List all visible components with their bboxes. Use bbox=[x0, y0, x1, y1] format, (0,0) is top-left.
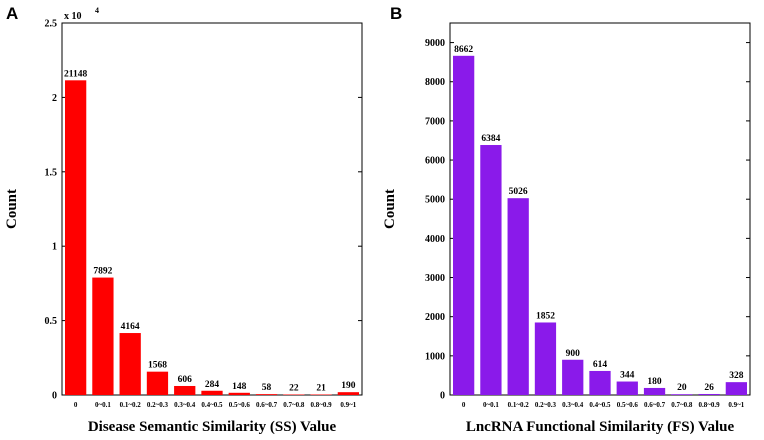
bar bbox=[534, 322, 557, 395]
x-tick-label: 0~0.1 bbox=[483, 401, 499, 409]
data-label: 614 bbox=[593, 360, 608, 370]
y-axis-label: Count bbox=[4, 189, 20, 229]
bar bbox=[671, 394, 693, 395]
x-tick-label: 0.3~0.4 bbox=[174, 401, 196, 409]
bar bbox=[119, 333, 141, 395]
x-tick-label: 0.2~0.3 bbox=[535, 401, 557, 409]
x-tick-label: 0.7~0.8 bbox=[283, 401, 305, 409]
y-tick-label: 4000 bbox=[425, 234, 445, 245]
bar bbox=[255, 394, 278, 395]
x-tick-label: 0.4~0.5 bbox=[589, 401, 611, 409]
data-label: 6384 bbox=[481, 134, 500, 144]
bar-chart-a: 00.511.522.521148078920~0.141640.1~0.215… bbox=[4, 6, 363, 435]
y-tick-label: 2000 bbox=[425, 312, 445, 323]
x-tick-label: 0.8~0.9 bbox=[699, 401, 721, 409]
y-tick-label: 0.5 bbox=[45, 316, 58, 327]
bar bbox=[65, 80, 87, 396]
chart-panel-a: A 0 0.5 1 1.5 2 2.5 21148 0 7892 0~0.1 4164 0.1~0.2… bbox=[0, 0, 382, 435]
data-label: 7892 bbox=[93, 267, 112, 277]
x-tick-label: 0.4~0.5 bbox=[201, 401, 223, 409]
bar bbox=[92, 277, 114, 395]
x-tick-label: 0~0.1 bbox=[95, 401, 111, 409]
bar bbox=[480, 145, 502, 395]
x-tick-label: 0.5~0.6 bbox=[229, 401, 251, 409]
bar bbox=[507, 198, 529, 395]
y-exponent-power: 4 bbox=[95, 6, 99, 15]
data-label: 21 bbox=[316, 384, 326, 394]
data-label: 1568 bbox=[148, 361, 167, 371]
x-tick-label: 0.1~0.2 bbox=[508, 401, 530, 409]
y-tick-label: 1.5 bbox=[45, 167, 58, 178]
data-label: 148 bbox=[232, 382, 247, 392]
x-tick-label: 0.9~1 bbox=[340, 401, 356, 409]
y-tick-label: 7000 bbox=[425, 116, 445, 127]
y-tick-label: 9000 bbox=[425, 38, 445, 49]
bar bbox=[201, 390, 223, 395]
y-tick-label: 2 bbox=[52, 93, 57, 104]
bar bbox=[725, 382, 747, 395]
data-label: 344 bbox=[620, 371, 635, 381]
panel-label-a: A bbox=[6, 4, 19, 23]
data-label: 180 bbox=[647, 377, 662, 387]
x-tick-label: 0 bbox=[74, 401, 78, 409]
data-label: 284 bbox=[205, 380, 220, 390]
bar-chart-b: 0100020003000400050006000700080009000866… bbox=[382, 22, 751, 435]
data-label: 20 bbox=[677, 383, 687, 393]
x-tick-label: 0.3~0.4 bbox=[562, 401, 584, 409]
x-tick-label: 0.8~0.9 bbox=[311, 401, 333, 409]
y-tick-label: 5000 bbox=[425, 195, 445, 206]
data-label: 1852 bbox=[536, 311, 555, 321]
bar bbox=[174, 385, 196, 395]
x-tick-label: 0.6~0.7 bbox=[644, 401, 666, 409]
x-tick-label: 0.5~0.6 bbox=[617, 401, 639, 409]
bar bbox=[453, 55, 475, 395]
chart-panel-b: B 0 1000 2000 3000 4000 5000 6000 7000 8000 9000 8… bbox=[382, 0, 764, 435]
bar bbox=[146, 371, 169, 395]
y-tick-label: 1000 bbox=[425, 351, 445, 362]
x-axis-label: LncRNA Functional Similarity (FS) Value bbox=[466, 419, 735, 435]
bar bbox=[616, 381, 638, 395]
bar bbox=[589, 370, 611, 395]
x-tick-label: 0.2~0.3 bbox=[147, 401, 169, 409]
panel-label-b: B bbox=[390, 4, 403, 23]
data-label: 4164 bbox=[121, 322, 140, 332]
x-tick-label: 0.1~0.2 bbox=[120, 401, 142, 409]
data-label: 900 bbox=[566, 349, 581, 359]
data-label: 328 bbox=[729, 371, 744, 381]
y-axis-label: Count bbox=[382, 189, 398, 229]
bar bbox=[562, 359, 584, 395]
data-label: 26 bbox=[704, 383, 714, 393]
y-tick-label: 0 bbox=[52, 391, 57, 402]
bar bbox=[643, 387, 666, 395]
data-label: 8662 bbox=[454, 45, 473, 55]
bar bbox=[310, 394, 332, 395]
data-label: 21148 bbox=[64, 69, 87, 79]
y-tick-label: 2.5 bbox=[45, 19, 58, 30]
y-tick-label: 3000 bbox=[425, 273, 445, 284]
bar bbox=[698, 393, 720, 395]
y-tick-label: 1 bbox=[52, 242, 57, 253]
data-label: 58 bbox=[262, 383, 272, 393]
y-exponent-label: x 10 bbox=[64, 11, 82, 22]
data-label: 190 bbox=[341, 381, 356, 391]
x-tick-label: 0.6~0.7 bbox=[256, 401, 278, 409]
bar bbox=[337, 392, 359, 395]
y-tick-label: 6000 bbox=[425, 156, 445, 167]
data-label: 22 bbox=[289, 384, 299, 394]
bar bbox=[283, 394, 305, 395]
x-tick-label: 0 bbox=[462, 401, 466, 409]
x-tick-label: 0.9~1 bbox=[728, 401, 744, 409]
x-axis-label: Disease Semantic Similarity (SS) Value bbox=[88, 419, 337, 435]
bar bbox=[228, 392, 250, 395]
data-label: 606 bbox=[178, 375, 193, 385]
y-tick-label: 8000 bbox=[425, 77, 445, 88]
y-tick-label: 0 bbox=[440, 391, 445, 402]
data-label: 5026 bbox=[509, 187, 528, 197]
x-tick-label: 0.7~0.8 bbox=[671, 401, 693, 409]
